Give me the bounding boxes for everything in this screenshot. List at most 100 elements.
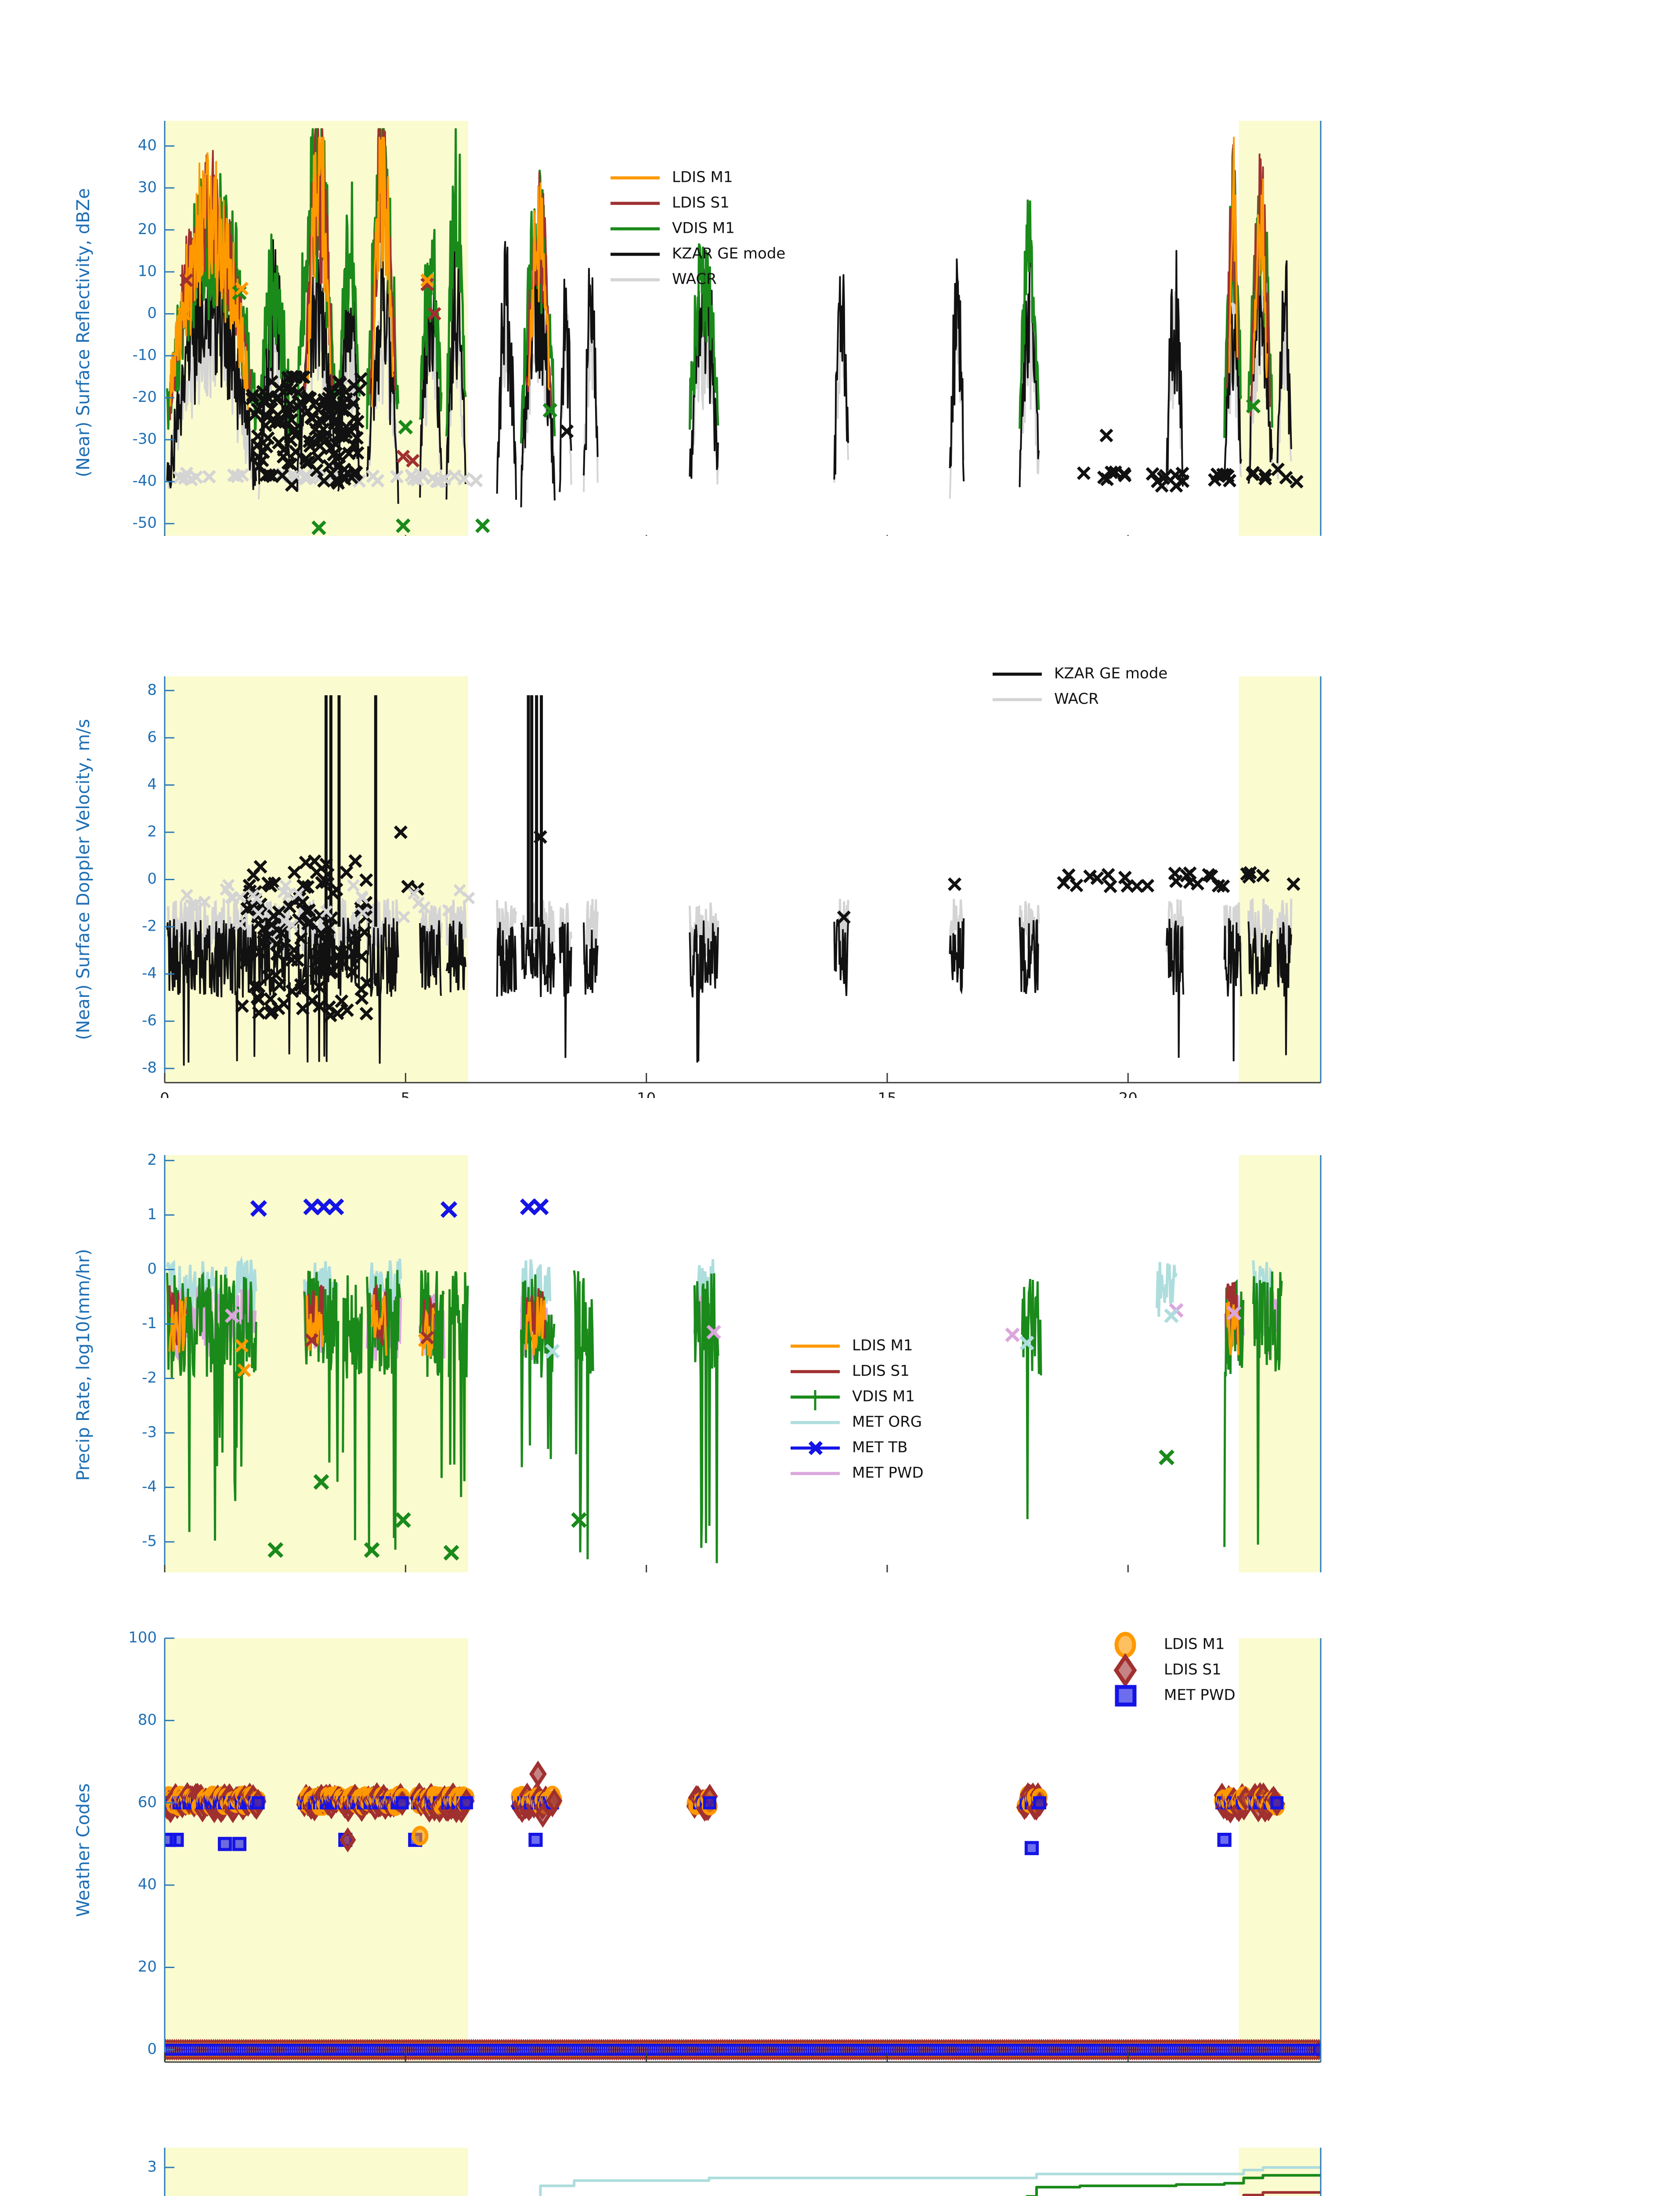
scatter-x-marker: [245, 392, 259, 406]
scatter-x-marker: [533, 830, 547, 844]
scatter-x-marker: [314, 926, 328, 940]
scatter-x-marker: [347, 879, 360, 892]
scatter-x-marker: [1019, 1336, 1034, 1351]
scatter-x-marker: [394, 825, 408, 839]
legend-item-met-pwd[interactable]: MET PWD: [1115, 1685, 1236, 1707]
plot-area: [166, 695, 1301, 1066]
scatter-x-marker: [443, 1545, 459, 1561]
scatter-x-marker: [247, 979, 261, 993]
data-trace: [1247, 921, 1273, 994]
scatter-x-marker: [1117, 467, 1131, 481]
scatter-x-marker: [282, 888, 295, 901]
scatter-x-marker: [271, 1001, 285, 1015]
scatter-x-marker: [354, 372, 368, 386]
data-trace: [306, 137, 332, 384]
legend-label: LDIS S1: [1164, 1661, 1221, 1679]
scatter-x-marker: [427, 307, 441, 321]
legend-item-ldis-m1[interactable]: LDIS M1: [611, 169, 733, 186]
legend-item-met-org[interactable]: MET ORG: [791, 1413, 922, 1431]
scatter-x-marker: [347, 412, 361, 426]
legend-item-kzar-ge-mode[interactable]: KZAR GE mode: [993, 665, 1167, 683]
scatter-x-marker: [433, 474, 447, 488]
scatter-x-marker: [235, 1339, 249, 1353]
shaded-region-1: [1239, 2148, 1321, 2196]
weather-code-marker: [528, 1832, 543, 1847]
y-tick-label: 20: [138, 220, 157, 238]
y-tick-label: -5: [142, 1532, 157, 1550]
scatter-x-marker: [296, 879, 311, 893]
data-trace: [1228, 137, 1239, 373]
scatter-x-marker: [261, 876, 275, 890]
legend-item-ldis-s1[interactable]: LDIS S1: [791, 1362, 910, 1380]
scatter-x-marker: [1216, 879, 1230, 893]
scatter-x-marker: [1062, 868, 1076, 882]
scatter-x-marker: [1101, 868, 1115, 882]
legend-item-vdis-m1[interactable]: VDIS M1: [791, 1388, 915, 1411]
legend-label: WACR: [1054, 690, 1099, 708]
y-tick-label: -1: [142, 1315, 157, 1332]
scatter-x-marker: [1211, 879, 1225, 893]
scatter-x-marker: [1169, 874, 1183, 889]
legend-item-met-pwd[interactable]: MET PWD: [791, 1464, 924, 1482]
legend-item-ldis-m1[interactable]: LDIS M1: [1114, 1632, 1225, 1658]
scatter-x-marker: [235, 282, 249, 296]
panel-cumprecip-svg: 00.511.522.5305101520Cum. Precip, mmUTC …: [147, 2148, 1322, 2196]
scatter-x-marker: [309, 964, 323, 978]
data-trace: [689, 920, 719, 1063]
scatter-x-marker: [250, 892, 263, 905]
scatter-x-marker: [406, 454, 420, 468]
scatter-x-marker: [189, 898, 202, 911]
legend-item-ldis-m1[interactable]: LDIS M1: [791, 1337, 913, 1354]
panel-doppler-svg: -8 -6 -4 -2 0 2 4 6 8 0 5 10 15 20 (Near) Surface Dopp…: [73, 665, 1322, 1098]
legend-item-wacr[interactable]: WACR: [611, 271, 717, 288]
scatter-x-marker: [308, 422, 322, 436]
scatter-x-marker: [296, 1001, 310, 1015]
legend-label: LDIS M1: [672, 169, 733, 186]
scatter-x-marker: [1099, 429, 1113, 443]
shaded-region-0: [165, 1638, 468, 2062]
scatter-x-marker: [237, 1363, 251, 1377]
scatter-x-marker: [1100, 472, 1114, 486]
y-tick-label: 60: [138, 1793, 157, 1811]
scatter-x-marker: [1202, 868, 1216, 882]
scatter-x-marker: [313, 908, 327, 922]
scatter-x-marker: [179, 273, 193, 287]
scatter-x-marker: [289, 445, 303, 459]
legend-item-vdis-m1[interactable]: VDIS M1: [611, 220, 735, 237]
scatter-x-marker: [1069, 878, 1084, 892]
legend-circle-marker: [1114, 1632, 1136, 1658]
legend-item-ldis-s1[interactable]: LDIS S1: [1113, 1653, 1221, 1688]
scatter-x-marker: [319, 935, 333, 949]
scatter-x-marker: [359, 1007, 373, 1021]
legend-label: LDIS S1: [672, 194, 730, 212]
scatter-x-marker: [354, 982, 369, 997]
scatter-x-marker: [469, 473, 483, 488]
y-tick-label: 0: [147, 870, 157, 888]
data-trace: [168, 1297, 187, 1353]
legend-item-kzar-ge-mode[interactable]: KZAR GE mode: [611, 245, 785, 263]
scatter-x-marker: [198, 896, 211, 908]
scatter-x-marker: [320, 905, 333, 918]
scatter-x-marker: [356, 906, 369, 919]
y-tick-label: 0: [147, 1260, 157, 1278]
y-tick-label: -2: [142, 917, 157, 935]
scatter-x-marker: [335, 994, 349, 1008]
scatter-x-marker: [303, 391, 317, 405]
legend-item-wacr[interactable]: WACR: [993, 690, 1099, 708]
scatter-x-marker: [333, 376, 347, 390]
plot-area: [539, 2166, 1321, 2196]
scatter-x-marker: [252, 917, 266, 931]
data-trace: [1247, 898, 1273, 960]
scatter-x-marker: [189, 470, 203, 484]
weather-code-marker: [170, 1832, 184, 1847]
weather-code-marker: [535, 1802, 551, 1828]
scatter-x-marker: [284, 433, 298, 448]
data-trace: [421, 1307, 435, 1358]
data-trace: [1021, 1279, 1042, 1519]
legend-item-ldis-s1[interactable]: LDIS S1: [611, 194, 730, 212]
scatter-x-marker: [177, 307, 191, 321]
legend-label: LDIS M1: [1164, 1636, 1225, 1653]
data-trace: [1019, 199, 1040, 429]
legend-item-met-tb[interactable]: MET TB: [791, 1439, 908, 1456]
y-axis-label: (Near) Surface Reflectivity, dBZe: [73, 188, 94, 477]
